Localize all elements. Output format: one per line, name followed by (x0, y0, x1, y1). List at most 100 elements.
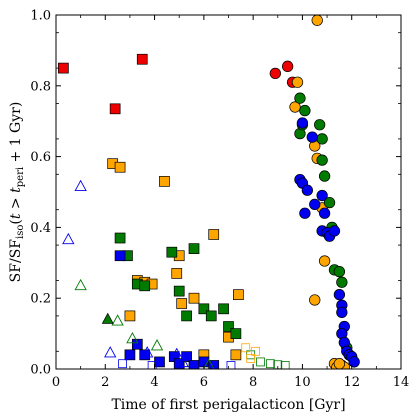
y-tick-label: 0.0 (30, 363, 51, 378)
green-square-filled-marker (218, 303, 229, 315)
blue-square-filled-marker (124, 349, 136, 361)
green-square-filled-marker (173, 285, 185, 297)
green-square-filled-marker (114, 232, 126, 244)
y-label-main: SF/SF (8, 239, 24, 283)
y-label-t-peri: t (8, 187, 24, 193)
blue-square-open-marker (118, 359, 127, 369)
blue-square-filled-marker (131, 338, 143, 350)
blue-square-open-marker (226, 361, 236, 369)
green-triangle-open-marker (150, 339, 164, 351)
orange-circle-filled-marker (289, 101, 301, 113)
green-circle-filled-marker (323, 196, 336, 209)
green-square-open-marker (280, 361, 290, 369)
y-label-sub-iso: iso (15, 225, 26, 239)
blue-triangle-open-marker (104, 346, 117, 358)
green-triangle-open-marker (126, 331, 139, 344)
green-triangle-open-marker (74, 278, 87, 291)
blue-circle-filled-marker (309, 198, 321, 211)
orange-square-open-marker (246, 353, 256, 363)
x-tick-label: 12 (343, 375, 360, 390)
y-axis-label: SF/SFiso(t > tperi + 1 Gyr) (8, 102, 26, 283)
green-square-filled-marker (230, 328, 242, 339)
green-circle-filled-marker (336, 276, 348, 288)
y-tick-label: 1.0 (30, 9, 51, 24)
blue-circle-filled-marker (299, 207, 311, 219)
y-label-t: t (8, 213, 24, 219)
green-circle-filled-marker (294, 92, 306, 104)
y-label-paren: ( (8, 219, 24, 224)
orange-square-filled-marker (230, 349, 242, 361)
red-circle-filled-marker (281, 60, 294, 72)
blue-square-filled-marker (154, 356, 165, 368)
ticks-layer: 0 2 4 6 8 10 12 14 0.0 0.2 0.4 0.6 0.8 1.0 (30, 9, 409, 391)
green-square-filled-marker (223, 321, 234, 332)
orange-square-filled-marker (176, 298, 188, 309)
blue-circle-filled-marker (301, 184, 314, 196)
orange-square-filled-marker (188, 292, 200, 304)
x-axis-label: Time of first perigalacticon [Gyr] (111, 397, 345, 413)
blue-circle-filled-marker (333, 289, 346, 301)
green-square-open-marker (256, 357, 265, 367)
x-tick-label: 4 (150, 375, 158, 390)
blue-circle-filled-marker (336, 306, 348, 319)
blue-triangle-open-small-marker (179, 358, 189, 368)
green-triangle-open-marker (111, 314, 124, 326)
blue-square-filled-marker (181, 351, 192, 362)
y-tick-label: 0.6 (30, 150, 51, 165)
markers-group (58, 15, 360, 369)
green-circle-filled-marker (316, 133, 328, 145)
orange-circle-filled-marker (333, 358, 346, 369)
blue-triangle-open-small-marker (171, 347, 182, 357)
blue-square-filled-marker (208, 360, 220, 369)
blue-square-open-marker (147, 361, 157, 369)
green-square-filled-marker (198, 303, 210, 315)
blue-square-filled-marker (139, 349, 151, 361)
blue-circle-filled-marker (318, 207, 331, 219)
green-circle-filled-marker (316, 154, 328, 166)
blue-circle-filled-marker (316, 189, 328, 202)
red-square-filled-marker (58, 62, 69, 74)
blue-circle-filled-marker (348, 356, 360, 368)
red-circle-filled-marker (269, 67, 281, 80)
y-label-tail: + 1 Gyr) (8, 102, 24, 167)
orange-square-filled-marker (124, 310, 136, 322)
orange-square-filled-marker (208, 229, 220, 240)
blue-circle-filled-marker (296, 117, 309, 129)
green-circle-filled-marker (299, 104, 311, 117)
x-tick-label: 8 (249, 375, 257, 390)
blue-square-filled-marker (114, 250, 126, 262)
y-label-gt: > (8, 193, 24, 214)
green-circle-filled-marker (314, 119, 326, 131)
red-square-filled-marker (109, 103, 121, 115)
orange-square-filled-marker (171, 268, 183, 279)
orange-square-filled-marker (233, 289, 244, 301)
green-square-open-marker (265, 359, 275, 369)
markers-layer (58, 15, 360, 369)
x-tick-label: 0 (52, 375, 60, 390)
green-square-filled-marker (188, 243, 200, 254)
green-triangle-filled-marker (101, 312, 114, 324)
green-circle-filled-marker (318, 170, 331, 182)
y-tick-label: 0.2 (30, 292, 51, 307)
orange-circle-filled-marker (318, 255, 331, 267)
blue-triangle-open-marker (62, 232, 75, 245)
orange-circle-filled-marker (291, 76, 304, 88)
x-tick-label: 6 (200, 375, 208, 390)
blue-triangle-open-marker (141, 346, 154, 358)
x-tick-label: 2 (101, 375, 109, 390)
y-tick-label: 0.8 (30, 79, 51, 94)
green-triangle-open-marker (203, 358, 215, 369)
green-square-filled-marker (166, 246, 178, 258)
blue-triangle-open-marker (74, 179, 87, 192)
orange-square-open-marker (241, 343, 251, 353)
green-square-filled-marker (205, 310, 217, 322)
green-circle-filled-marker (333, 266, 346, 278)
y-label-sub-peri: peri (15, 167, 26, 187)
orange-square-filled-marker (159, 176, 170, 187)
orange-square-filled-marker (114, 161, 126, 173)
orange-square-open-marker (251, 346, 261, 356)
green-square-filled-marker (139, 280, 151, 292)
orange-circle-filled-marker (309, 294, 321, 306)
